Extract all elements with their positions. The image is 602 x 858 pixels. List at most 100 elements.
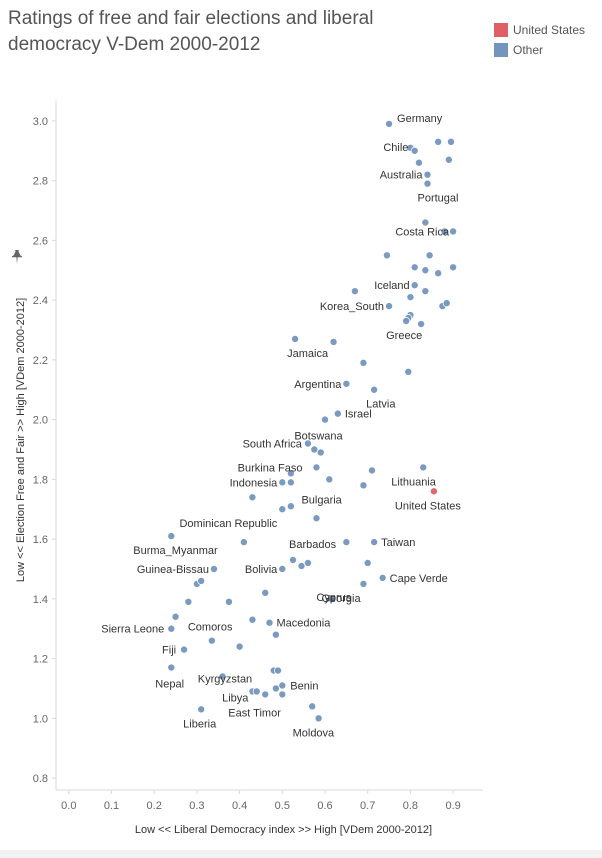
data-point[interactable]	[378, 573, 387, 582]
data-point[interactable]	[167, 532, 176, 541]
pin-icon[interactable]	[9, 249, 25, 265]
data-point[interactable]	[171, 612, 180, 621]
data-point[interactable]	[382, 251, 391, 260]
point-label: South Africa	[243, 439, 303, 451]
data-point[interactable]	[286, 478, 295, 487]
data-point[interactable]	[410, 263, 419, 272]
data-point[interactable]	[327, 594, 336, 603]
data-point[interactable]	[207, 636, 216, 645]
data-point[interactable]	[421, 218, 430, 227]
data-point[interactable]	[180, 645, 189, 654]
data-point[interactable]	[367, 466, 376, 475]
data-point[interactable]	[288, 556, 297, 565]
point-label: Chile	[383, 142, 408, 154]
data-point[interactable]	[308, 702, 317, 711]
data-point[interactable]	[312, 463, 321, 472]
data-point[interactable]	[265, 618, 274, 627]
data-point[interactable]	[342, 379, 351, 388]
data-point[interactable]	[312, 514, 321, 523]
data-point[interactable]	[271, 684, 280, 693]
data-point[interactable]	[303, 558, 312, 567]
x-tick-label: 0.4	[232, 800, 247, 812]
data-point[interactable]	[286, 469, 295, 478]
data-point[interactable]	[434, 269, 443, 278]
data-point[interactable]	[261, 690, 270, 699]
data-point[interactable]	[359, 481, 368, 490]
data-point[interactable]	[197, 705, 206, 714]
data-point[interactable]	[314, 714, 323, 723]
data-point[interactable]	[442, 299, 451, 308]
data-point[interactable]	[449, 227, 458, 236]
data-point[interactable]	[385, 119, 394, 128]
footer-bar	[0, 850, 602, 858]
data-point[interactable]	[167, 663, 176, 672]
data-point[interactable]	[278, 690, 287, 699]
data-point[interactable]	[419, 463, 428, 472]
point-label: Greece	[386, 330, 422, 342]
data-point[interactable]	[248, 493, 257, 502]
data-point[interactable]	[286, 502, 295, 511]
data-point[interactable]	[342, 538, 351, 547]
data-point[interactable]	[316, 448, 325, 457]
data-point[interactable]	[325, 475, 334, 484]
point-label: Iceland	[374, 280, 409, 292]
point-label: East Timor	[228, 707, 281, 719]
data-point[interactable]	[440, 227, 449, 236]
data-point[interactable]	[278, 478, 287, 487]
data-point[interactable]	[252, 687, 261, 696]
data-point[interactable]	[423, 170, 432, 179]
data-point[interactable]	[444, 155, 453, 164]
data-point[interactable]	[421, 287, 430, 296]
data-point[interactable]	[278, 564, 287, 573]
point-label: Botswana	[294, 430, 343, 442]
data-point[interactable]	[350, 287, 359, 296]
data-point[interactable]	[321, 415, 330, 424]
data-point[interactable]	[363, 558, 372, 567]
data-point[interactable]	[402, 317, 411, 326]
data-point[interactable]	[274, 666, 283, 675]
point-label: Fiji	[162, 645, 176, 657]
data-point[interactable]	[410, 146, 419, 155]
data-point[interactable]	[404, 367, 413, 376]
data-point[interactable]	[449, 263, 458, 272]
data-point[interactable]	[278, 681, 287, 690]
data-point[interactable]	[359, 579, 368, 588]
data-point[interactable]	[333, 409, 342, 418]
data-point[interactable]	[235, 642, 244, 651]
data-point[interactable]	[414, 158, 423, 167]
point-label: Moldova	[293, 727, 335, 739]
data-point[interactable]	[417, 320, 426, 329]
data-point[interactable]	[239, 538, 248, 547]
data-point[interactable]	[291, 334, 300, 343]
data-point[interactable]	[209, 564, 218, 573]
data-point[interactable]	[385, 302, 394, 311]
legend-item-other[interactable]: Other	[494, 40, 585, 60]
data-point[interactable]	[446, 137, 455, 146]
legend-label-united-states: United States	[513, 23, 586, 37]
data-point[interactable]	[406, 293, 415, 302]
data-point[interactable]	[167, 624, 176, 633]
data-point[interactable]	[329, 337, 338, 346]
data-point[interactable]	[310, 445, 319, 454]
data-point[interactable]	[359, 358, 368, 367]
data-point[interactable]	[218, 672, 227, 681]
data-point[interactable]	[421, 266, 430, 275]
data-point[interactable]	[370, 538, 379, 547]
data-point[interactable]	[197, 576, 206, 585]
data-point[interactable]	[297, 561, 306, 570]
data-point[interactable]	[248, 615, 257, 624]
data-point[interactable]	[224, 597, 233, 606]
data-point[interactable]	[278, 505, 287, 514]
data-point[interactable]	[423, 179, 432, 188]
data-point[interactable]	[184, 597, 193, 606]
data-point[interactable]	[370, 385, 379, 394]
data-point[interactable]	[429, 487, 438, 496]
x-tick-label: 0.6	[317, 800, 332, 812]
data-point[interactable]	[425, 251, 434, 260]
data-point[interactable]	[271, 630, 280, 639]
legend-item-united-states[interactable]: United States	[494, 20, 585, 40]
data-point[interactable]	[434, 137, 443, 146]
data-point[interactable]	[261, 588, 270, 597]
data-point[interactable]	[303, 439, 312, 448]
data-point[interactable]	[410, 281, 419, 290]
